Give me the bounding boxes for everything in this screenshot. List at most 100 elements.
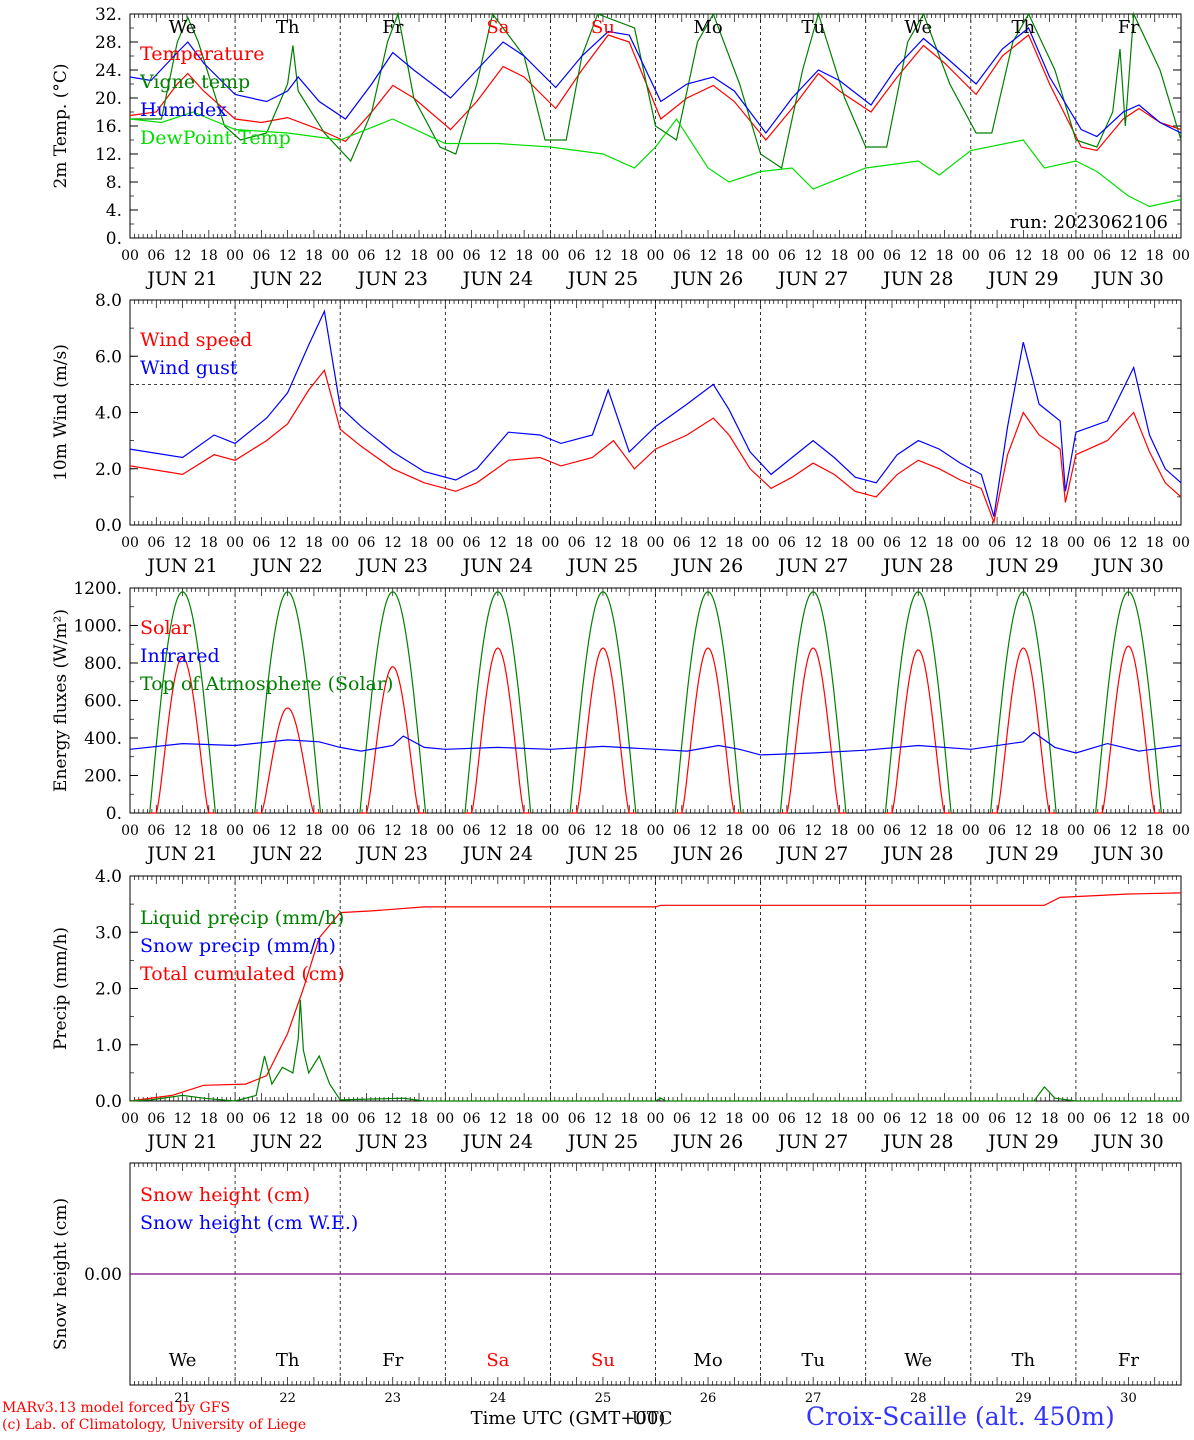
hour-tick-label: 00	[121, 1111, 139, 1127]
hour-tick-label: 12	[699, 1111, 717, 1127]
hour-tick-label: 12	[804, 1111, 822, 1127]
hour-tick-label: 06	[463, 535, 481, 551]
hour-tick-label: 12	[1120, 1111, 1138, 1127]
date-label: JUN 23	[356, 1131, 428, 1153]
hour-tick-label: 06	[1093, 248, 1111, 264]
hour-tick-label: 00	[752, 823, 770, 839]
hour-tick-label: 18	[725, 823, 743, 839]
hour-tick-label: 12	[384, 1111, 402, 1127]
hour-tick-label: 12	[279, 535, 297, 551]
hour-tick-label: 12	[384, 535, 402, 551]
y-tick-label: 1.0	[95, 1036, 122, 1056]
hour-tick-label: 00	[752, 535, 770, 551]
legend-entry: Humidex	[140, 99, 227, 121]
weekday-label: Sa	[486, 17, 509, 38]
solar-arc	[780, 647, 846, 814]
hour-tick-label: 00	[1172, 248, 1190, 264]
date-label: JUN 28	[881, 268, 953, 290]
y-tick-label: 1000.	[73, 617, 122, 637]
date-label: JUN 22	[250, 555, 322, 577]
hour-tick-label: 00	[121, 248, 139, 264]
y-tick-label: 0.0	[95, 516, 122, 536]
solar-arc	[885, 649, 952, 814]
hour-tick-label: 12	[909, 535, 927, 551]
series-vigne-temp	[130, 11, 1182, 169]
hour-tick-label: 06	[568, 1111, 586, 1127]
hour-tick-label: 12	[804, 248, 822, 264]
weekday-label: Fr	[1118, 1350, 1139, 1371]
date-label: JUN 25	[566, 268, 638, 290]
hour-tick-label: 00	[436, 535, 454, 551]
weekday-label: Sa	[486, 1350, 509, 1371]
series-total-cumulated-cm-	[129, 892, 1182, 1102]
y-tick-label: 400.	[84, 729, 122, 749]
hour-tick-label: 00	[331, 1111, 349, 1127]
hour-tick-label: 06	[252, 248, 270, 264]
hour-tick-label: 12	[174, 535, 192, 551]
hour-tick-label: 12	[594, 1111, 612, 1127]
hour-tick-label: 18	[200, 535, 218, 551]
date-label: JUN 24	[461, 843, 533, 865]
hour-tick-label: 00	[647, 248, 665, 264]
hour-tick-label: 12	[909, 823, 927, 839]
y-tick-label: 8.0	[95, 291, 122, 311]
hour-tick-label: 18	[410, 1111, 428, 1127]
hour-tick-label: 12	[699, 535, 717, 551]
y-tick-label: 24.	[95, 61, 122, 81]
day-number-label: 28	[910, 1391, 927, 1406]
hour-tick-label: 18	[1041, 248, 1059, 264]
date-label: JUN 23	[356, 843, 428, 865]
hour-tick-label: 12	[489, 1111, 507, 1127]
weekday-label: We	[169, 17, 197, 38]
hour-tick-label: 12	[384, 248, 402, 264]
date-label: JUN 29	[986, 268, 1058, 290]
legend-entry: Solar	[140, 617, 192, 639]
hour-tick-label: 06	[883, 823, 901, 839]
hour-tick-label: 18	[831, 823, 849, 839]
series-wind-gust	[129, 309, 1182, 517]
solar-arc	[990, 647, 1057, 814]
hour-tick-label: 06	[1093, 823, 1111, 839]
series-temperature	[129, 34, 1182, 152]
hour-tick-label: 06	[358, 248, 376, 264]
hour-tick-label: 00	[647, 1111, 665, 1127]
date-label: JUN 30	[1091, 268, 1163, 290]
legend-entry: Wind gust	[140, 357, 238, 379]
hour-tick-label: 12	[804, 535, 822, 551]
hour-tick-label: 00	[647, 535, 665, 551]
y-axis-title: Snow height (cm)	[51, 1198, 71, 1350]
hour-tick-label: 06	[673, 1111, 691, 1127]
hour-tick-label: 12	[699, 248, 717, 264]
hour-tick-label: 00	[1172, 535, 1190, 551]
y-tick-label: 2.0	[95, 460, 122, 480]
hour-tick-label: 00	[1067, 823, 1085, 839]
hour-tick-label: 00	[541, 248, 559, 264]
hour-tick-label: 00	[226, 823, 244, 839]
legend-entry: Vigne temp	[139, 71, 250, 93]
hour-tick-label: 06	[988, 248, 1006, 264]
x-axis-title-overlay: UTC	[632, 1408, 673, 1429]
hour-tick-label: 00	[226, 535, 244, 551]
hour-tick-label: 06	[673, 248, 691, 264]
hour-tick-label: 06	[358, 1111, 376, 1127]
hour-tick-label: 18	[620, 248, 638, 264]
hour-tick-label: 06	[988, 823, 1006, 839]
hour-tick-label: 00	[857, 823, 875, 839]
model-credit-line2: (c) Lab. of Climatology, University of L…	[2, 1417, 307, 1433]
hour-tick-label: 12	[489, 823, 507, 839]
day-number-label: 21	[174, 1391, 191, 1406]
y-tick-label: 600.	[84, 692, 122, 712]
panel-snow: 0.00 Snow height (cm) Snow height (cm) Snow…	[51, 1162, 1182, 1429]
hour-tick-label: 18	[620, 535, 638, 551]
hour-tick-label: 00	[962, 1111, 980, 1127]
date-label: JUN 27	[776, 1131, 848, 1153]
hour-tick-label: 00	[331, 535, 349, 551]
y-tick-label: 2.0	[95, 980, 122, 1000]
date-label: JUN 23	[356, 268, 428, 290]
hour-tick-label: 06	[358, 535, 376, 551]
hour-tick-label: 06	[463, 248, 481, 264]
hour-tick-label: 12	[1120, 823, 1138, 839]
y-tick-label: 16.	[95, 117, 122, 137]
date-label: JUN 28	[881, 843, 953, 865]
date-label: JUN 22	[250, 268, 322, 290]
